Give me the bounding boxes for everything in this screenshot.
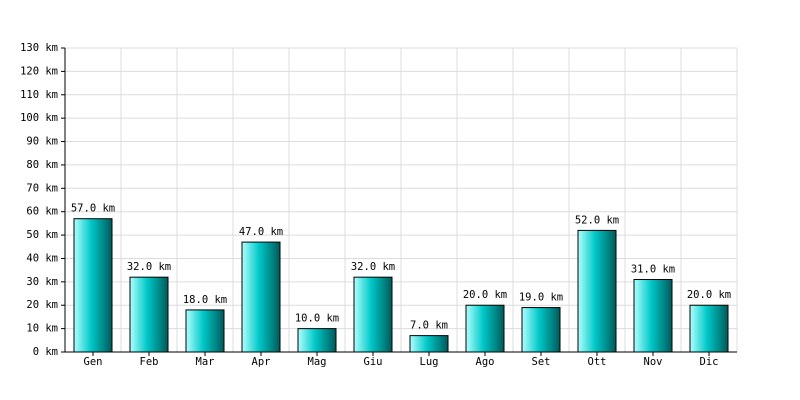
y-tick-label: 100 km	[20, 112, 58, 124]
bar	[185, 309, 225, 353]
x-tick-label: Mag	[308, 356, 327, 368]
bar	[521, 307, 561, 353]
bar	[353, 276, 393, 353]
value-label: 57.0 km	[71, 203, 115, 215]
x-tick-label: Giu	[364, 356, 383, 368]
value-label: 20.0 km	[463, 289, 507, 301]
x-tick-label: Mar	[196, 356, 215, 368]
y-tick-label: 10 km	[26, 323, 58, 335]
x-tick-label: Gen	[84, 356, 103, 368]
y-tick-label: 0 km	[33, 346, 58, 358]
x-tick-label: Lug	[420, 356, 439, 368]
y-tick-label: 80 km	[26, 159, 58, 171]
value-label: 47.0 km	[239, 226, 283, 238]
value-label: 7.0 km	[410, 320, 448, 332]
x-tick-label: Apr	[252, 356, 271, 368]
y-tick-label: 40 km	[26, 252, 58, 264]
bar	[465, 304, 505, 353]
y-tick-label: 60 km	[26, 206, 58, 218]
y-tick-label: 110 km	[20, 89, 58, 101]
y-tick-label: 30 km	[26, 276, 58, 288]
bar	[689, 304, 729, 353]
y-tick-label: 90 km	[26, 136, 58, 148]
bar	[633, 279, 673, 353]
y-tick-label: 50 km	[26, 229, 58, 241]
value-label: 32.0 km	[351, 261, 395, 273]
x-tick-label: Ott	[588, 356, 607, 368]
value-label: 31.0 km	[631, 264, 675, 276]
value-label: 52.0 km	[575, 214, 619, 226]
value-label: 20.0 km	[687, 289, 731, 301]
y-tick-label: 70 km	[26, 182, 58, 194]
x-tick-label: Dic	[700, 356, 719, 368]
value-label: 19.0 km	[519, 292, 563, 304]
bar	[129, 276, 169, 353]
y-tick-label: 20 km	[26, 299, 58, 311]
x-tick-label: Nov	[644, 356, 663, 368]
y-tick-label: 120 km	[20, 65, 58, 77]
value-label: 10.0 km	[295, 313, 339, 325]
x-tick-label: Set	[532, 356, 551, 368]
bar	[297, 328, 337, 353]
bar	[73, 218, 113, 353]
bar	[577, 229, 617, 353]
bar	[409, 335, 449, 353]
bar	[241, 241, 281, 353]
value-label: 32.0 km	[127, 261, 171, 273]
value-label: 18.0 km	[183, 294, 227, 306]
x-tick-label: Feb	[140, 356, 159, 368]
y-tick-label: 130 km	[20, 42, 58, 54]
x-tick-label: Ago	[476, 356, 495, 368]
